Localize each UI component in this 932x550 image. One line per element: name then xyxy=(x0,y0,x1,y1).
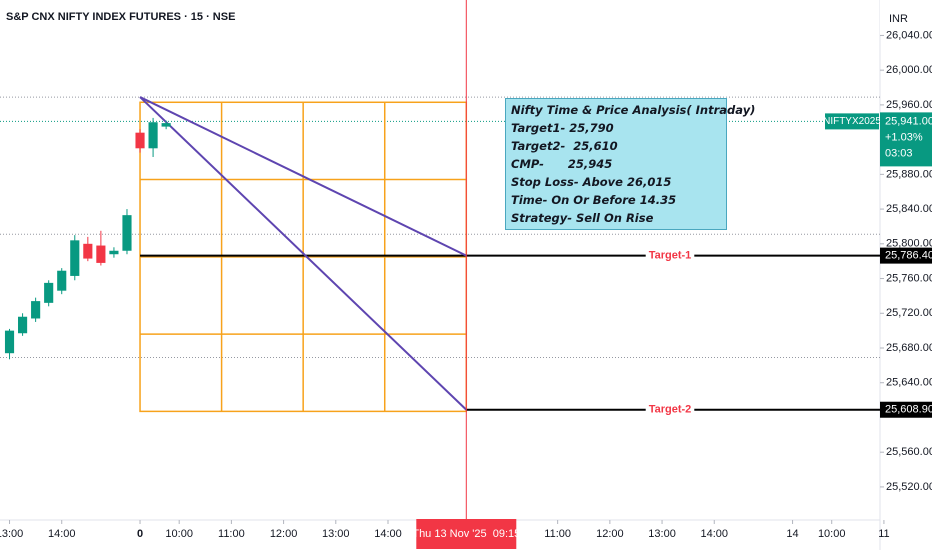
currency: INR xyxy=(889,13,908,25)
y-tick-label: 25,720.00 xyxy=(886,307,932,319)
x-tick-label: 13:00 xyxy=(648,528,676,540)
note-line: Target1- 25,790 xyxy=(511,121,614,135)
note-line: Strategy- Sell On Rise xyxy=(511,211,654,225)
x-tick-label: 14:00 xyxy=(700,528,728,540)
candle-body xyxy=(148,122,158,149)
x-tick-label: 13:00 xyxy=(0,528,23,540)
y-tick-label: 26,000.00 xyxy=(886,64,932,76)
analysis-note: Nifty Time & Price Analysis( Intraday) Ta… xyxy=(505,98,756,230)
candle-body xyxy=(57,270,67,291)
countdown-label: 03:03 xyxy=(885,147,913,159)
y-tick-label: 25,840.00 xyxy=(886,203,932,215)
y-tick-label: 25,560.00 xyxy=(886,446,932,458)
y-tick-label: 25,680.00 xyxy=(886,342,932,354)
x-tick-label: 13:00 xyxy=(322,528,350,540)
target-badge-label: 25,608.90 xyxy=(885,404,932,416)
candle-body xyxy=(31,301,41,319)
x-tick-label: 10:00 xyxy=(818,528,846,540)
x-tick-label: 14 xyxy=(786,528,798,540)
x-tick-label: 11 xyxy=(878,528,889,540)
x-tick-label: 11:00 xyxy=(218,528,245,540)
candle-body xyxy=(70,240,80,276)
x-tick-label: 11:00 xyxy=(544,528,571,540)
crosshair-badge xyxy=(416,519,517,549)
x-tick-label: 0 xyxy=(137,528,143,540)
y-tick-label: 25,640.00 xyxy=(886,377,932,389)
y-tick-label: 25,760.00 xyxy=(886,272,932,284)
symbol-label: NIFTYX2025 xyxy=(823,116,881,127)
x-tick-label: 14:00 xyxy=(374,528,402,540)
target-name-bg xyxy=(645,402,695,417)
target-badge xyxy=(880,247,932,264)
candle-body xyxy=(161,123,171,127)
plot-area xyxy=(0,0,880,520)
x-tick-label: 10:00 xyxy=(165,528,193,540)
candle-body xyxy=(109,250,119,255)
candle-body xyxy=(44,282,54,303)
candle-body xyxy=(96,245,106,263)
candle-body xyxy=(4,330,15,354)
candle-body xyxy=(18,316,28,334)
candle-body xyxy=(83,243,93,259)
y-tick-label: 25,880.00 xyxy=(886,168,932,180)
trend-line xyxy=(139,96,467,257)
chart-title: S&P CNX NIFTY INDEX FUTURES · 15 · NSE xyxy=(6,11,235,23)
y-tick-label: 26,040.00 xyxy=(886,29,932,41)
target-name-bg xyxy=(645,248,695,263)
target-name: Target-2 xyxy=(649,404,692,416)
y-tick-label: 25,960.00 xyxy=(886,99,932,111)
note-line: Target2- 25,610 xyxy=(511,139,618,153)
x-tick-label: 12:00 xyxy=(596,528,624,540)
symbol-badge xyxy=(825,113,879,130)
target-badge xyxy=(880,401,932,418)
candle-body xyxy=(122,215,132,251)
last-price-badge xyxy=(880,112,932,167)
currency-box xyxy=(880,0,932,36)
target-name: Target-1 xyxy=(649,250,692,262)
trend-line xyxy=(139,96,467,411)
note-line: Stop Loss- Above 26,015 xyxy=(511,175,672,189)
note-line: Time- On Or Before 14.35 xyxy=(511,193,677,207)
note-line: CMP- 25,945 xyxy=(511,157,613,171)
x-tick-label: 14:00 xyxy=(48,528,76,540)
y-tick-label: 25,520.00 xyxy=(886,481,932,493)
last-price-label: 25,941.00 xyxy=(885,115,932,127)
candle-body xyxy=(135,132,145,149)
note-line: Nifty Time & Price Analysis( Intraday) xyxy=(511,103,756,117)
y-tick-label: 25,800.00 xyxy=(886,238,932,250)
crosshair-label: Thu 13 Nov '25 09:15 xyxy=(412,528,520,540)
target-badge-label: 25,786.40 xyxy=(885,250,932,262)
change-label: +1.03% xyxy=(885,131,923,143)
x-tick-label: 12:00 xyxy=(270,528,298,540)
